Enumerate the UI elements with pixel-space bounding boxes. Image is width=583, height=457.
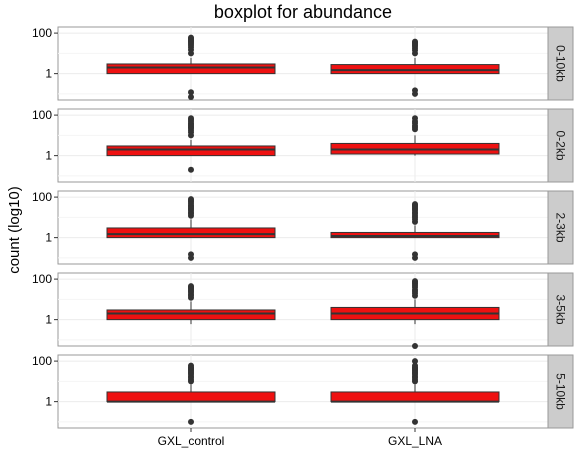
facet-strip	[547, 190, 574, 265]
x-tick-label: GXL_control	[158, 434, 225, 448]
box-GXL_control	[106, 115, 276, 173]
box-GXL_LNA	[330, 278, 500, 349]
box-GXL_control	[106, 196, 276, 261]
y-tick-label: 100	[32, 26, 52, 40]
outlier-point	[188, 283, 194, 290]
outlier-point	[188, 418, 194, 425]
y-tick-label: 100	[32, 354, 52, 368]
facet-strip-label: 2-3kb	[554, 212, 568, 242]
outlier-point	[412, 278, 418, 285]
outlier-point	[412, 90, 418, 97]
facet-strip	[547, 108, 574, 183]
outlier-point	[188, 115, 194, 122]
y-tick-label: 100	[32, 108, 52, 122]
box-GXL_control	[106, 362, 276, 425]
outlier-point	[188, 94, 194, 101]
outlier-point	[188, 196, 194, 203]
facet-panels: 1 100 0-10kb 1 100 0-2kb 1 100 2-3kb 1 100 3-5kb 1 10…	[32, 26, 574, 429]
facet-strip-label: 5-10kb	[554, 373, 568, 410]
x-axis: GXL_control GXL_LNA	[158, 428, 442, 448]
y-tick-label: 100	[32, 190, 52, 204]
box-iqr	[106, 145, 276, 157]
outlier-point	[412, 362, 418, 369]
box-iqr	[330, 391, 500, 403]
facet-strip-label: 0-2kb	[554, 130, 568, 160]
outlier-point	[188, 166, 194, 173]
facet-panel: 1 100 0-2kb	[32, 108, 574, 183]
facet-strip	[547, 272, 574, 347]
y-tick-label: 1	[45, 231, 52, 245]
outlier-point	[412, 38, 418, 45]
y-tick-label: 100	[32, 272, 52, 286]
facet-panel: 1 100 0-10kb	[32, 26, 574, 101]
facet-strip-label: 3-5kb	[554, 294, 568, 324]
y-tick-label: 1	[45, 149, 52, 163]
box-GXL_LNA	[330, 115, 500, 156]
box-iqr	[106, 227, 276, 239]
y-tick-label: 1	[45, 313, 52, 327]
outlier-point	[412, 358, 418, 365]
box-iqr	[106, 309, 276, 321]
outlier-point	[412, 254, 418, 261]
outlier-point	[188, 254, 194, 261]
outlier-point	[412, 201, 418, 208]
box-GXL_control	[106, 283, 276, 325]
chart-title: boxplot for abundance	[214, 2, 392, 22]
facet-panel: 1 100 5-10kb	[32, 354, 574, 429]
outlier-point	[188, 34, 194, 41]
box-GXL_control	[106, 34, 276, 101]
y-tick-label: 1	[45, 67, 52, 81]
y-axis-title: count (log10)	[6, 186, 23, 274]
box-GXL_LNA	[330, 201, 500, 261]
outlier-point	[412, 343, 418, 349]
y-tick-label: 1	[45, 395, 52, 409]
outlier-point	[188, 89, 194, 96]
box-iqr	[106, 391, 276, 403]
box-GXL_LNA	[330, 38, 500, 97]
box-iqr	[106, 63, 276, 75]
facet-panel: 1 100 2-3kb	[32, 190, 574, 265]
box-GXL_LNA	[330, 358, 500, 425]
facet-strip-label: 0-10kb	[554, 45, 568, 82]
facet-strip	[547, 354, 574, 429]
outlier-point	[188, 362, 194, 369]
outlier-point	[412, 418, 418, 425]
x-tick-label: GXL_LNA	[388, 434, 442, 448]
facet-panel: 1 100 3-5kb	[32, 272, 574, 349]
outlier-point	[412, 115, 418, 122]
facet-strip	[547, 26, 574, 101]
